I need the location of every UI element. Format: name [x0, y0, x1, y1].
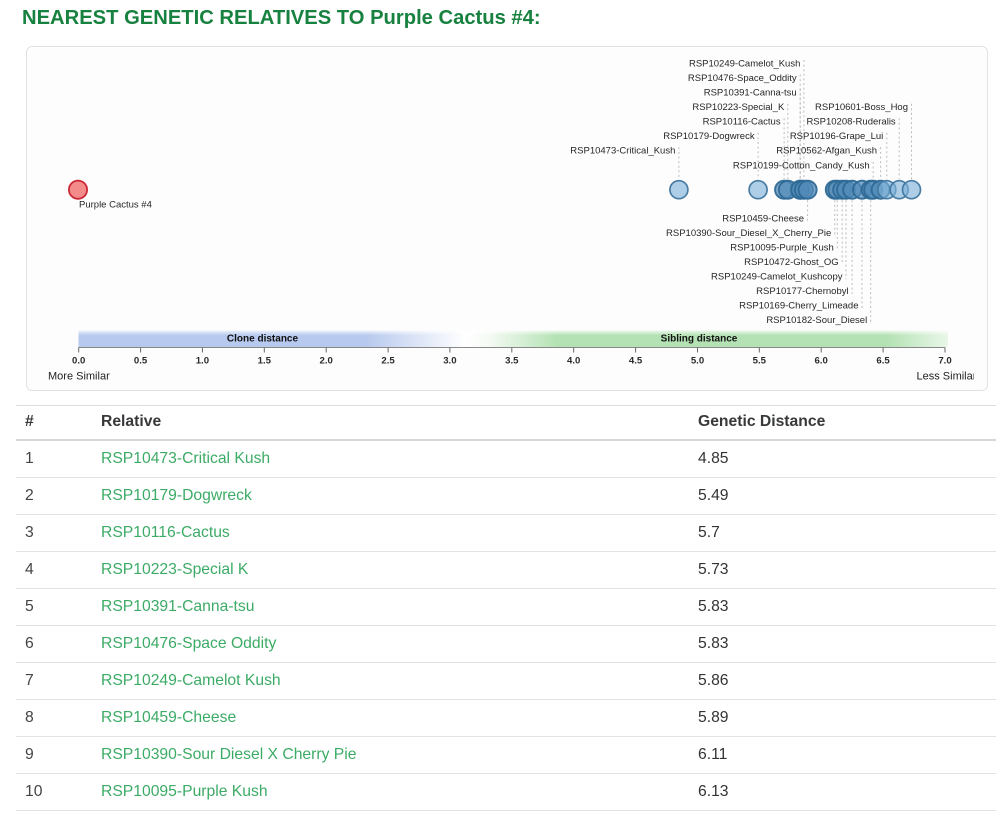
svg-text:RSP10601-Boss_Hog: RSP10601-Boss_Hog: [815, 102, 908, 113]
svg-text:Purple Cactus #4: Purple Cactus #4: [79, 199, 152, 210]
svg-text:6.5: 6.5: [876, 356, 890, 367]
svg-text:RSP10249-Camelot_Kushcopy: RSP10249-Camelot_Kushcopy: [711, 272, 843, 283]
svg-text:3.5: 3.5: [505, 356, 519, 367]
svg-text:6.0: 6.0: [815, 356, 828, 367]
svg-text:RSP10196-Grape_Lui: RSP10196-Grape_Lui: [790, 131, 883, 142]
svg-text:5.5: 5.5: [753, 356, 767, 367]
svg-text:RSP10562-Afgan_Kush: RSP10562-Afgan_Kush: [776, 146, 877, 157]
svg-text:RSP10391-Canna-tsu: RSP10391-Canna-tsu: [704, 88, 797, 99]
svg-text:2.0: 2.0: [320, 356, 333, 367]
svg-text:RSP10208-Ruderalis: RSP10208-Ruderalis: [806, 117, 895, 128]
svg-text:0.0: 0.0: [72, 356, 85, 367]
svg-text:RSP10182-Sour_Diesel: RSP10182-Sour_Diesel: [766, 315, 867, 326]
svg-text:7.0: 7.0: [938, 356, 951, 367]
svg-text:0.5: 0.5: [134, 356, 148, 367]
svg-text:Clone distance: Clone distance: [227, 334, 299, 345]
svg-text:4.5: 4.5: [629, 356, 643, 367]
svg-text:RSP10095-Purple_Kush: RSP10095-Purple_Kush: [730, 243, 834, 254]
svg-text:1.5: 1.5: [258, 356, 272, 367]
svg-text:RSP10472-Ghost_OG: RSP10472-Ghost_OG: [744, 257, 839, 268]
svg-text:RSP10177-Chernobyl: RSP10177-Chernobyl: [756, 286, 848, 297]
svg-text:RSP10476-Space_Oddity: RSP10476-Space_Oddity: [688, 73, 797, 84]
svg-text:1.0: 1.0: [196, 356, 209, 367]
svg-text:5.0: 5.0: [691, 356, 704, 367]
svg-text:RSP10473-Critical_Kush: RSP10473-Critical_Kush: [570, 146, 675, 157]
svg-text:4.0: 4.0: [567, 356, 580, 367]
svg-text:2.5: 2.5: [381, 356, 395, 367]
svg-text:RSP10223-Special_K: RSP10223-Special_K: [692, 102, 785, 113]
svg-text:Sibling distance: Sibling distance: [661, 334, 738, 345]
svg-text:RSP10199-Cotton_Candy_Kush: RSP10199-Cotton_Candy_Kush: [733, 160, 870, 171]
svg-text:3.0: 3.0: [443, 356, 456, 367]
svg-text:More Similar: More Similar: [48, 371, 110, 383]
svg-text:Less Similar: Less Similar: [917, 371, 977, 383]
svg-text:RSP10116-Cactus: RSP10116-Cactus: [703, 117, 781, 128]
svg-text:RSP10390-Sour_Diesel_X_Cherry_: RSP10390-Sour_Diesel_X_Cherry_Pie: [666, 228, 831, 239]
svg-text:RSP10249-Camelot_Kush: RSP10249-Camelot_Kush: [689, 58, 800, 69]
svg-text:RSP10459-Cheese: RSP10459-Cheese: [722, 213, 804, 224]
svg-text:RSP10169-Cherry_Limeade: RSP10169-Cherry_Limeade: [739, 301, 858, 312]
svg-text:RSP10179-Dogwreck: RSP10179-Dogwreck: [663, 131, 755, 142]
